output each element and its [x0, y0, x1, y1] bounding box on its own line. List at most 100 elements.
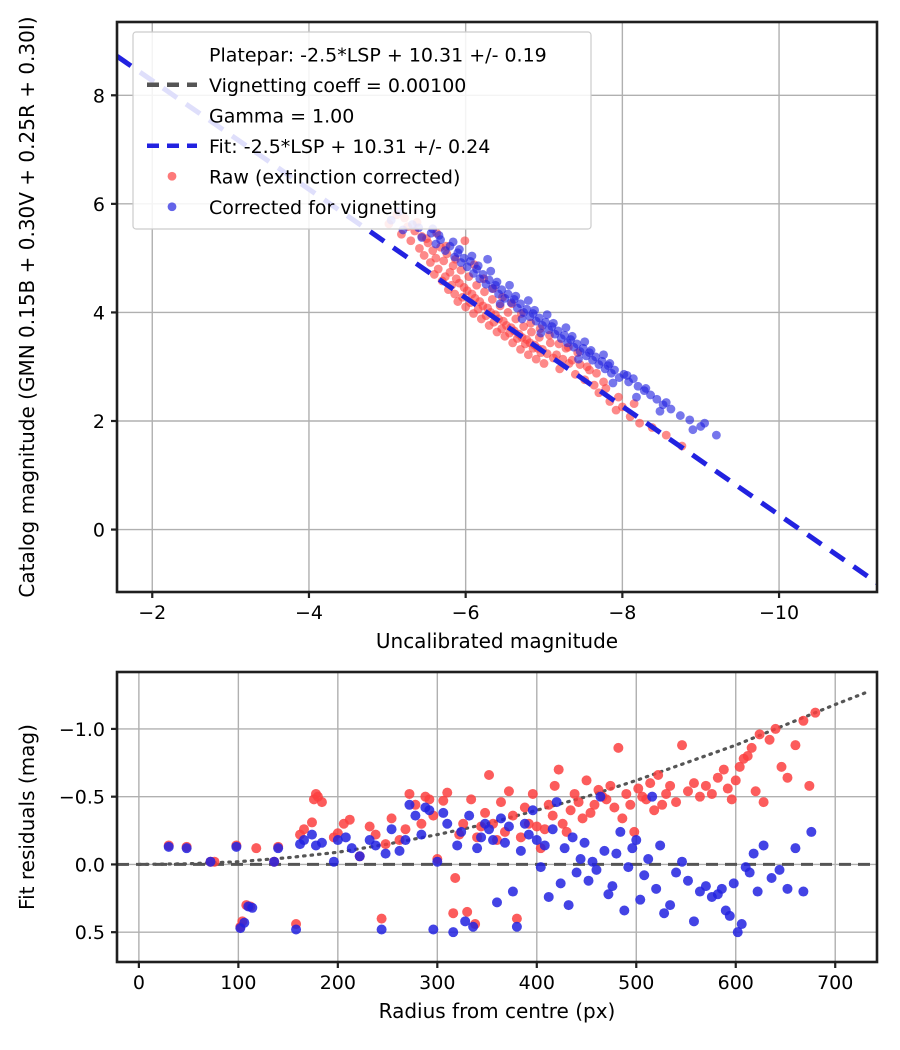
data-point [724, 910, 735, 921]
data-point [519, 322, 529, 331]
data-point [483, 254, 492, 264]
data-point [614, 392, 623, 402]
data-point [615, 826, 626, 837]
y-tick-label: 2 [93, 411, 105, 433]
axes-frame [115, 670, 879, 964]
data-point [419, 251, 429, 260]
data-point [647, 791, 658, 802]
data-point [742, 751, 753, 762]
data-point [472, 843, 483, 854]
x-tick-label: 500 [618, 972, 654, 994]
data-point [744, 867, 755, 878]
y-tick-label: 4 [93, 302, 105, 324]
data-point [539, 840, 550, 851]
data-point [655, 406, 665, 416]
data-point [316, 837, 327, 848]
data-point [770, 723, 781, 734]
data-point [231, 841, 242, 852]
data-point [273, 843, 284, 854]
data-point [776, 761, 787, 772]
data-point [488, 835, 499, 846]
data-point [523, 350, 533, 360]
data-point [798, 886, 809, 897]
data-point [700, 780, 711, 791]
data-point [712, 772, 723, 783]
data-point [589, 799, 600, 810]
data-point [810, 707, 821, 718]
data-point [527, 788, 538, 799]
data-point [583, 875, 594, 886]
data-point [454, 245, 464, 254]
data-point [503, 821, 514, 832]
data-point [685, 415, 695, 425]
legend-point-swatch [167, 171, 177, 181]
data-point [428, 924, 439, 935]
data-point [632, 392, 641, 402]
data-point [415, 243, 424, 253]
data-point [424, 794, 435, 805]
data-point [591, 352, 601, 362]
data-point [682, 786, 693, 797]
data-point [587, 856, 598, 867]
x-tick-label: 600 [718, 972, 754, 994]
data-point [456, 826, 467, 837]
data-point [728, 878, 739, 889]
data-point [592, 368, 601, 378]
data-point [746, 742, 757, 753]
data-point [448, 927, 459, 938]
data-point [269, 856, 280, 867]
data-point [536, 328, 546, 338]
y-tick-label: 6 [93, 194, 105, 216]
data-point [806, 826, 817, 837]
data-point [665, 780, 676, 791]
plot-area [117, 689, 877, 938]
y-tick-label: −1.0 [59, 719, 105, 741]
data-point [394, 845, 405, 856]
data-point [531, 821, 542, 832]
data-point [694, 791, 705, 802]
data-point [682, 875, 693, 886]
data-point [473, 261, 483, 271]
data-point [460, 916, 471, 927]
axes-frame [115, 20, 879, 594]
data-point [251, 843, 262, 854]
data-point [790, 843, 801, 854]
data-point [346, 843, 357, 854]
data-point [688, 916, 699, 927]
legend-label: Gamma = 1.00 [209, 105, 354, 127]
data-point [627, 843, 638, 854]
data-point [623, 862, 634, 873]
data-point [643, 854, 654, 865]
data-point [758, 840, 769, 851]
legend-label: Platepar: -2.5*LSP + 10.31 +/- 0.19 [209, 44, 547, 66]
data-point [688, 778, 699, 789]
data-point [595, 791, 606, 802]
data-point [599, 350, 608, 360]
data-point [306, 817, 317, 828]
data-point [629, 826, 640, 837]
data-point [527, 805, 538, 816]
data-point [484, 275, 494, 285]
data-point [505, 280, 514, 290]
data-point [507, 886, 518, 897]
data-point [530, 305, 540, 315]
data-point [522, 304, 532, 314]
data-point [766, 872, 777, 883]
data-point [428, 246, 438, 255]
data-point [439, 256, 449, 266]
data-point [466, 794, 477, 805]
data-point [655, 840, 666, 851]
data-point [438, 807, 449, 818]
data-point [306, 829, 317, 840]
data-point [561, 323, 571, 333]
data-point [181, 843, 192, 854]
data-point [774, 864, 785, 875]
legend-label: Corrected for vignetting [209, 197, 437, 219]
data-point [716, 883, 727, 894]
data-point [571, 867, 582, 878]
x-tick-label: −8 [608, 602, 636, 624]
y-tick-label: 0.0 [75, 854, 105, 876]
data-point [364, 821, 375, 832]
